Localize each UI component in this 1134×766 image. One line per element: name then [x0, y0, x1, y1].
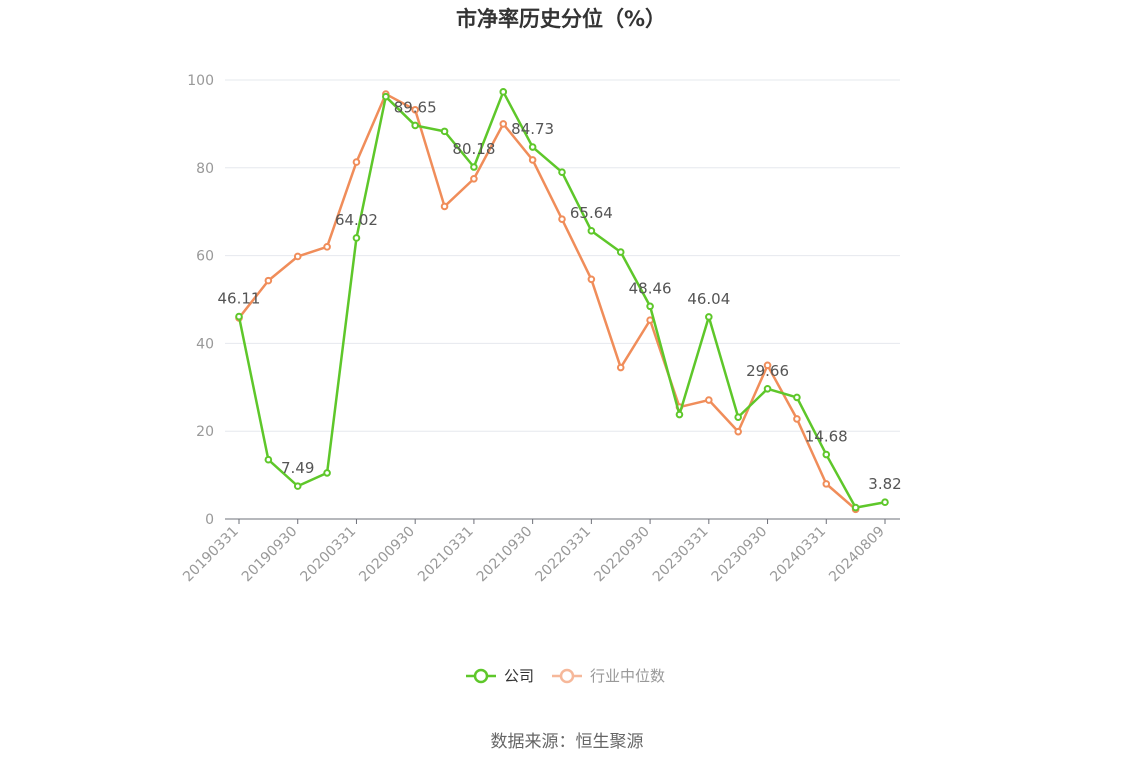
x-axis: 2019033120190930202003312020093020210331…	[180, 518, 900, 586]
legend-label-0: 公司	[504, 667, 534, 685]
point-0-4	[352, 234, 361, 242]
data-label-20: 14.68	[805, 428, 848, 446]
point-1-18	[763, 361, 772, 370]
legend-marker-1	[559, 668, 575, 684]
point-0-11	[558, 168, 566, 176]
y-tick-label-40: 40	[196, 336, 214, 352]
point-0-17	[734, 413, 742, 421]
data-label-0: 46.11	[218, 290, 261, 308]
data-label-12: 65.64	[570, 204, 613, 222]
point-0-9	[499, 88, 508, 96]
data-label-14: 48.46	[629, 279, 672, 297]
x-tick-label-20210930: 20210930	[474, 524, 536, 586]
point-1-9	[499, 120, 508, 128]
point-1-6	[411, 106, 419, 114]
point-0-2	[293, 482, 302, 490]
point-0-3	[323, 469, 331, 477]
point-0-19	[793, 393, 801, 402]
x-tick-label-20200930: 20200930	[356, 524, 418, 586]
point-1-2	[293, 252, 302, 261]
legend-item-0[interactable]: 公司	[466, 667, 534, 685]
y-tick-label-100: 100	[187, 73, 214, 89]
y-tick-label-60: 60	[196, 249, 214, 265]
point-0-13	[616, 248, 625, 256]
point-0-10	[528, 143, 537, 151]
point-1-20	[822, 480, 831, 488]
point-1-19	[793, 415, 801, 423]
point-0-20	[822, 450, 831, 459]
x-tick-label-20240331: 20240331	[767, 524, 829, 586]
x-tick-label-20220930: 20220930	[591, 524, 653, 586]
series-line-1	[238, 92, 857, 511]
point-0-18	[763, 384, 772, 393]
data-label-18: 29.66	[746, 362, 789, 380]
data-label-4: 64.02	[335, 211, 378, 229]
x-tick-label-20210331: 20210331	[415, 524, 477, 586]
legend[interactable]: 公司 行业中位数	[466, 667, 665, 685]
series-group	[235, 88, 889, 514]
point-0-14	[646, 302, 654, 311]
point-0-7	[440, 127, 449, 136]
grid-lines	[225, 79, 900, 432]
y-tick-label-80: 80	[196, 161, 214, 177]
y-axis: 0 20 40 60 80 100	[187, 73, 214, 528]
x-tick-label-20230331: 20230331	[650, 524, 712, 586]
point-0-21	[851, 503, 860, 512]
point-1-12	[587, 275, 596, 284]
x-tick-label-20190331: 20190331	[180, 524, 242, 586]
data-label-16: 46.04	[687, 290, 730, 308]
point-1-3	[323, 243, 331, 251]
y-tick-label-0: 0	[205, 512, 214, 528]
legend-marker-0	[473, 668, 489, 684]
point-0-6	[411, 121, 419, 130]
point-1-16	[705, 396, 713, 404]
x-tick-label-20230930: 20230930	[709, 524, 771, 586]
point-0-12	[587, 227, 596, 235]
legend-item-1[interactable]: 行业中位数	[552, 667, 665, 685]
point-0-16	[705, 313, 713, 321]
point-1-10	[528, 156, 537, 164]
x-tick-label-20200331: 20200331	[298, 524, 360, 586]
point-1-7	[440, 202, 449, 211]
point-1-17	[734, 427, 742, 436]
point-0-22	[881, 498, 889, 507]
data-label-6: 89.65	[394, 98, 437, 116]
x-tick-label-20240809: 20240809	[826, 524, 888, 586]
point-1-1	[264, 276, 273, 285]
data-label-8: 80.18	[452, 140, 495, 158]
data-label-10: 84.73	[511, 120, 554, 138]
point-0-15	[675, 410, 684, 419]
y-tick-label-20: 20	[196, 424, 214, 440]
series-line-0	[237, 90, 886, 509]
point-0-8	[470, 163, 478, 171]
point-1-4	[352, 158, 361, 166]
legend-label-1: 行业中位数	[590, 667, 665, 685]
x-tick-label-20220331: 20220331	[532, 524, 594, 586]
point-1-13	[616, 363, 625, 372]
data-source: 数据来源：恒生聚源	[491, 732, 644, 752]
point-1-8	[470, 174, 478, 183]
point-1-11	[558, 215, 566, 223]
data-label-2: 7.49	[281, 459, 314, 477]
chart-title: 市净率历史分位（%）	[456, 7, 666, 31]
point-0-5	[382, 92, 390, 101]
point-0-0	[235, 312, 243, 321]
x-tick-label-20190930: 20190930	[239, 524, 301, 586]
point-0-1	[264, 455, 273, 464]
data-labels: 46.11 7.49 64.02 89.65 80.18 84.73 65.64 48.46 4…	[218, 98, 902, 493]
data-label-22: 3.82	[868, 475, 901, 493]
